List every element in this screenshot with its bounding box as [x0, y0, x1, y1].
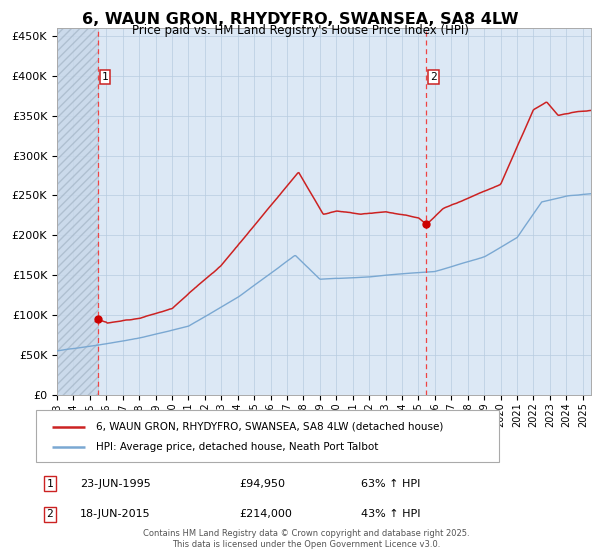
Text: 63% ↑ HPI: 63% ↑ HPI [361, 479, 421, 488]
Text: 2: 2 [430, 72, 437, 82]
Text: 18-JUN-2015: 18-JUN-2015 [80, 510, 151, 519]
Text: Price paid vs. HM Land Registry's House Price Index (HPI): Price paid vs. HM Land Registry's House … [131, 24, 469, 36]
Text: £94,950: £94,950 [240, 479, 286, 488]
Text: 6, WAUN GRON, RHYDYFRO, SWANSEA, SA8 4LW: 6, WAUN GRON, RHYDYFRO, SWANSEA, SA8 4LW [82, 12, 518, 27]
FancyBboxPatch shape [35, 410, 499, 462]
Text: 1: 1 [101, 72, 109, 82]
Text: Contains HM Land Registry data © Crown copyright and database right 2025.
This d: Contains HM Land Registry data © Crown c… [143, 529, 469, 549]
Text: £214,000: £214,000 [240, 510, 293, 519]
Text: 43% ↑ HPI: 43% ↑ HPI [361, 510, 421, 519]
Text: 23-JUN-1995: 23-JUN-1995 [80, 479, 151, 488]
Text: 2: 2 [47, 510, 53, 519]
Bar [57, 28, 98, 395]
Text: HPI: Average price, detached house, Neath Port Talbot: HPI: Average price, detached house, Neat… [96, 442, 379, 451]
Text: 1: 1 [47, 479, 53, 488]
Text: 6, WAUN GRON, RHYDYFRO, SWANSEA, SA8 4LW (detached house): 6, WAUN GRON, RHYDYFRO, SWANSEA, SA8 4LW… [96, 422, 443, 432]
